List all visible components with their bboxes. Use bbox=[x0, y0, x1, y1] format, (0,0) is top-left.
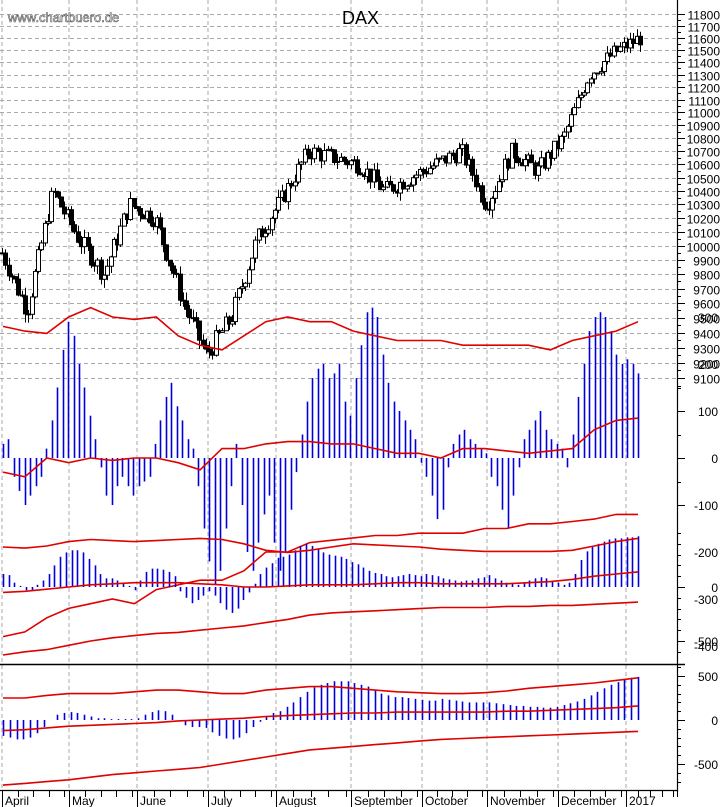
svg-text:9100: 9100 bbox=[693, 373, 720, 387]
svg-text:11100: 11100 bbox=[688, 95, 720, 109]
lower-band bbox=[2, 601, 639, 656]
x-axis-label: July bbox=[211, 794, 232, 807]
svg-text:10700: 10700 bbox=[687, 146, 721, 160]
svg-text:0: 0 bbox=[711, 452, 718, 466]
svg-text:200: 200 bbox=[698, 358, 718, 372]
svg-text:11400: 11400 bbox=[688, 57, 721, 71]
svg-text:10900: 10900 bbox=[687, 120, 721, 134]
x-axis-label: June bbox=[140, 794, 166, 807]
x-axis-label: August bbox=[279, 794, 317, 807]
svg-text:11200: 11200 bbox=[688, 82, 721, 96]
x-axis-label: November bbox=[490, 794, 545, 807]
x-axis-label: 2017 bbox=[629, 794, 656, 807]
svg-text:-500: -500 bbox=[694, 635, 718, 649]
svg-text:500: 500 bbox=[698, 670, 718, 684]
svg-text:-300: -300 bbox=[694, 593, 718, 607]
svg-text:10000: 10000 bbox=[687, 241, 721, 255]
svg-text:11700: 11700 bbox=[688, 21, 721, 35]
mid-band bbox=[2, 417, 639, 478]
svg-text:9400: 9400 bbox=[693, 328, 720, 342]
svg-text:100: 100 bbox=[698, 405, 718, 419]
upper-band bbox=[2, 537, 639, 554]
x-axis-label: December bbox=[561, 794, 616, 807]
svg-text:0: 0 bbox=[711, 581, 718, 595]
svg-text:11600: 11600 bbox=[688, 33, 721, 47]
svg-text:9700: 9700 bbox=[693, 284, 720, 298]
svg-text:-100: -100 bbox=[694, 499, 718, 513]
svg-text:11800: 11800 bbox=[688, 9, 721, 23]
svg-text:11500: 11500 bbox=[688, 45, 721, 59]
x-axis-label: May bbox=[72, 794, 95, 807]
mid-band bbox=[2, 705, 639, 732]
svg-text:10500: 10500 bbox=[687, 173, 721, 187]
price-candlestick-panel bbox=[0, 29, 643, 360]
chart-title: DAX bbox=[342, 8, 379, 28]
svg-text:-400: -400 bbox=[694, 640, 718, 654]
svg-text:9800: 9800 bbox=[693, 269, 720, 283]
mid-band bbox=[2, 571, 639, 594]
svg-text:10400: 10400 bbox=[687, 186, 721, 200]
upper-band bbox=[3, 677, 639, 699]
svg-text:9300: 9300 bbox=[693, 343, 720, 357]
svg-text:11300: 11300 bbox=[688, 70, 721, 84]
x-axis-label: October bbox=[425, 794, 468, 807]
watermark: www.chartbuero.de bbox=[7, 10, 119, 25]
svg-text:9900: 9900 bbox=[693, 255, 720, 269]
oscillator-3-panel bbox=[2, 676, 640, 786]
svg-text:-200: -200 bbox=[694, 546, 718, 560]
grid-lines bbox=[0, 0, 677, 790]
svg-text:10200: 10200 bbox=[687, 213, 721, 227]
x-axis-label: September bbox=[354, 794, 413, 807]
x-axis-label: April bbox=[5, 794, 29, 807]
svg-text:11000: 11000 bbox=[688, 107, 721, 121]
svg-text:0: 0 bbox=[711, 714, 718, 728]
svg-text:10600: 10600 bbox=[687, 159, 721, 173]
oscillator-1-panel bbox=[2, 306, 640, 638]
svg-text:10100: 10100 bbox=[687, 227, 721, 241]
svg-text:-500: -500 bbox=[694, 758, 718, 772]
svg-text:9500: 9500 bbox=[693, 313, 720, 327]
svg-text:300: 300 bbox=[698, 311, 718, 325]
svg-text:10300: 10300 bbox=[687, 199, 721, 213]
lower-band bbox=[2, 730, 639, 786]
svg-text:10800: 10800 bbox=[687, 133, 721, 147]
svg-text:9200: 9200 bbox=[693, 358, 720, 372]
lower-band bbox=[2, 513, 638, 638]
upper-band bbox=[2, 306, 639, 351]
svg-text:9600: 9600 bbox=[693, 298, 720, 312]
oscillator-2-panel bbox=[2, 536, 640, 656]
